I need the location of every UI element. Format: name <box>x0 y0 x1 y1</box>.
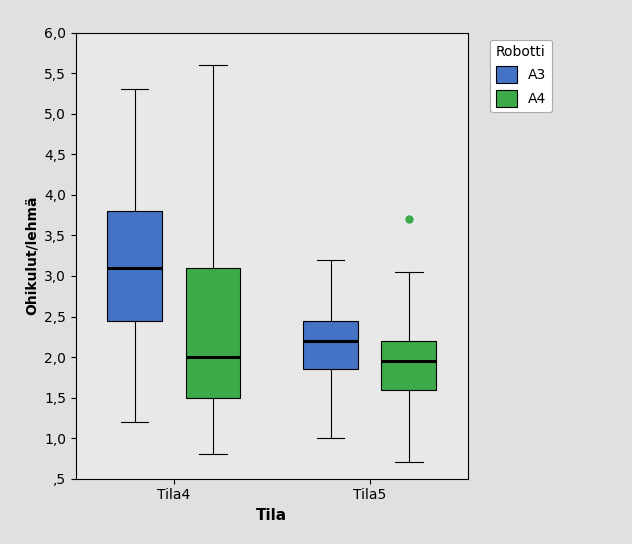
PathPatch shape <box>303 320 358 369</box>
X-axis label: Tila: Tila <box>256 508 288 523</box>
PathPatch shape <box>186 268 240 398</box>
Legend: A3, A4: A3, A4 <box>490 40 552 113</box>
Y-axis label: Ohikulut/lehmä: Ohikulut/lehmä <box>25 196 39 316</box>
PathPatch shape <box>382 341 436 390</box>
PathPatch shape <box>107 211 162 320</box>
